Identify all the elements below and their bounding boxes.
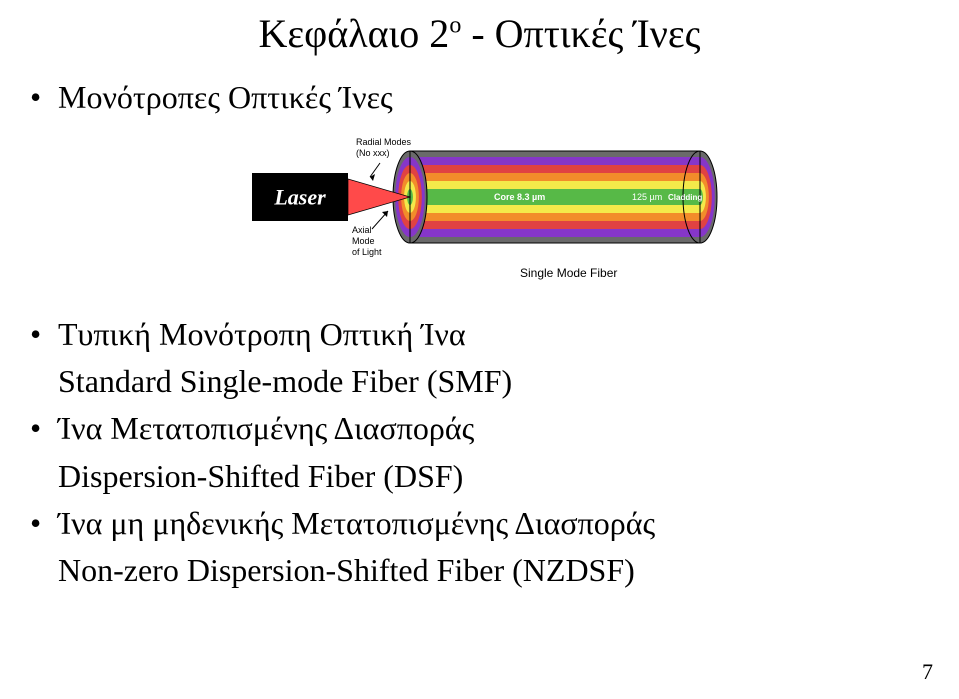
- bullet-4-line2: Non-zero Dispersion-Shifted Fiber (NZDSF…: [30, 552, 959, 589]
- svg-text:Single Mode Fiber: Single Mode Fiber: [520, 266, 617, 280]
- fiber-diagram-svg: Laser Radial Modes(No xxx) AxialModeof Lig…: [240, 129, 720, 289]
- svg-text:(No xxx): (No xxx): [356, 148, 390, 158]
- bullet-2-line1: Τυπική Μονότροπη Οπτική Ίνα: [58, 316, 466, 352]
- svg-text:Cladding: Cladding: [668, 193, 702, 202]
- bullet-4-line1: Ίνα μη μηδενικής Μετατοπισμένης Διασπορά…: [58, 505, 655, 541]
- svg-text:of Light: of Light: [352, 247, 382, 257]
- bullet-list-bottom: Τυπική Μονότροπη Οπτική Ίνα Standard Sin…: [30, 314, 959, 590]
- svg-text:Core 8.3 µm: Core 8.3 µm: [494, 192, 545, 202]
- bullet-2-line2: Standard Single-mode Fiber (SMF): [30, 363, 959, 400]
- bullet-item-2: Τυπική Μονότροπη Οπτική Ίνα: [30, 314, 959, 356]
- bullet-item-3: Ίνα Μετατοπισμένης Διασποράς: [30, 408, 959, 450]
- fiber-figure: Laser Radial Modes(No xxx) AxialModeof Lig…: [0, 129, 959, 294]
- title-part-1: Κεφάλαιο 2: [258, 11, 449, 56]
- bullet-3-line2: Dispersion-Shifted Fiber (DSF): [30, 458, 959, 495]
- svg-text:Laser: Laser: [273, 184, 326, 209]
- title-part-2: - Οπτικές Ίνες: [461, 11, 700, 56]
- page-number: 7: [922, 659, 933, 685]
- svg-text:Mode: Mode: [352, 236, 375, 246]
- bullet-item-4: Ίνα μη μηδενικής Μετατοπισμένης Διασπορά…: [30, 503, 959, 545]
- title-sup: ο: [449, 13, 461, 39]
- page-title: Κεφάλαιο 2ο - Οπτικές Ίνες: [0, 10, 959, 57]
- bullet-item-1: Μονότροπες Οπτικές Ίνες: [30, 77, 959, 119]
- svg-text:125 µm: 125 µm: [632, 192, 662, 202]
- bullet-3-line1: Ίνα Μετατοπισμένης Διασποράς: [58, 410, 474, 446]
- svg-text:Axial: Axial: [352, 225, 372, 235]
- bullet-list-top: Μονότροπες Οπτικές Ίνες: [30, 77, 959, 119]
- svg-text:Radial Modes: Radial Modes: [356, 137, 412, 147]
